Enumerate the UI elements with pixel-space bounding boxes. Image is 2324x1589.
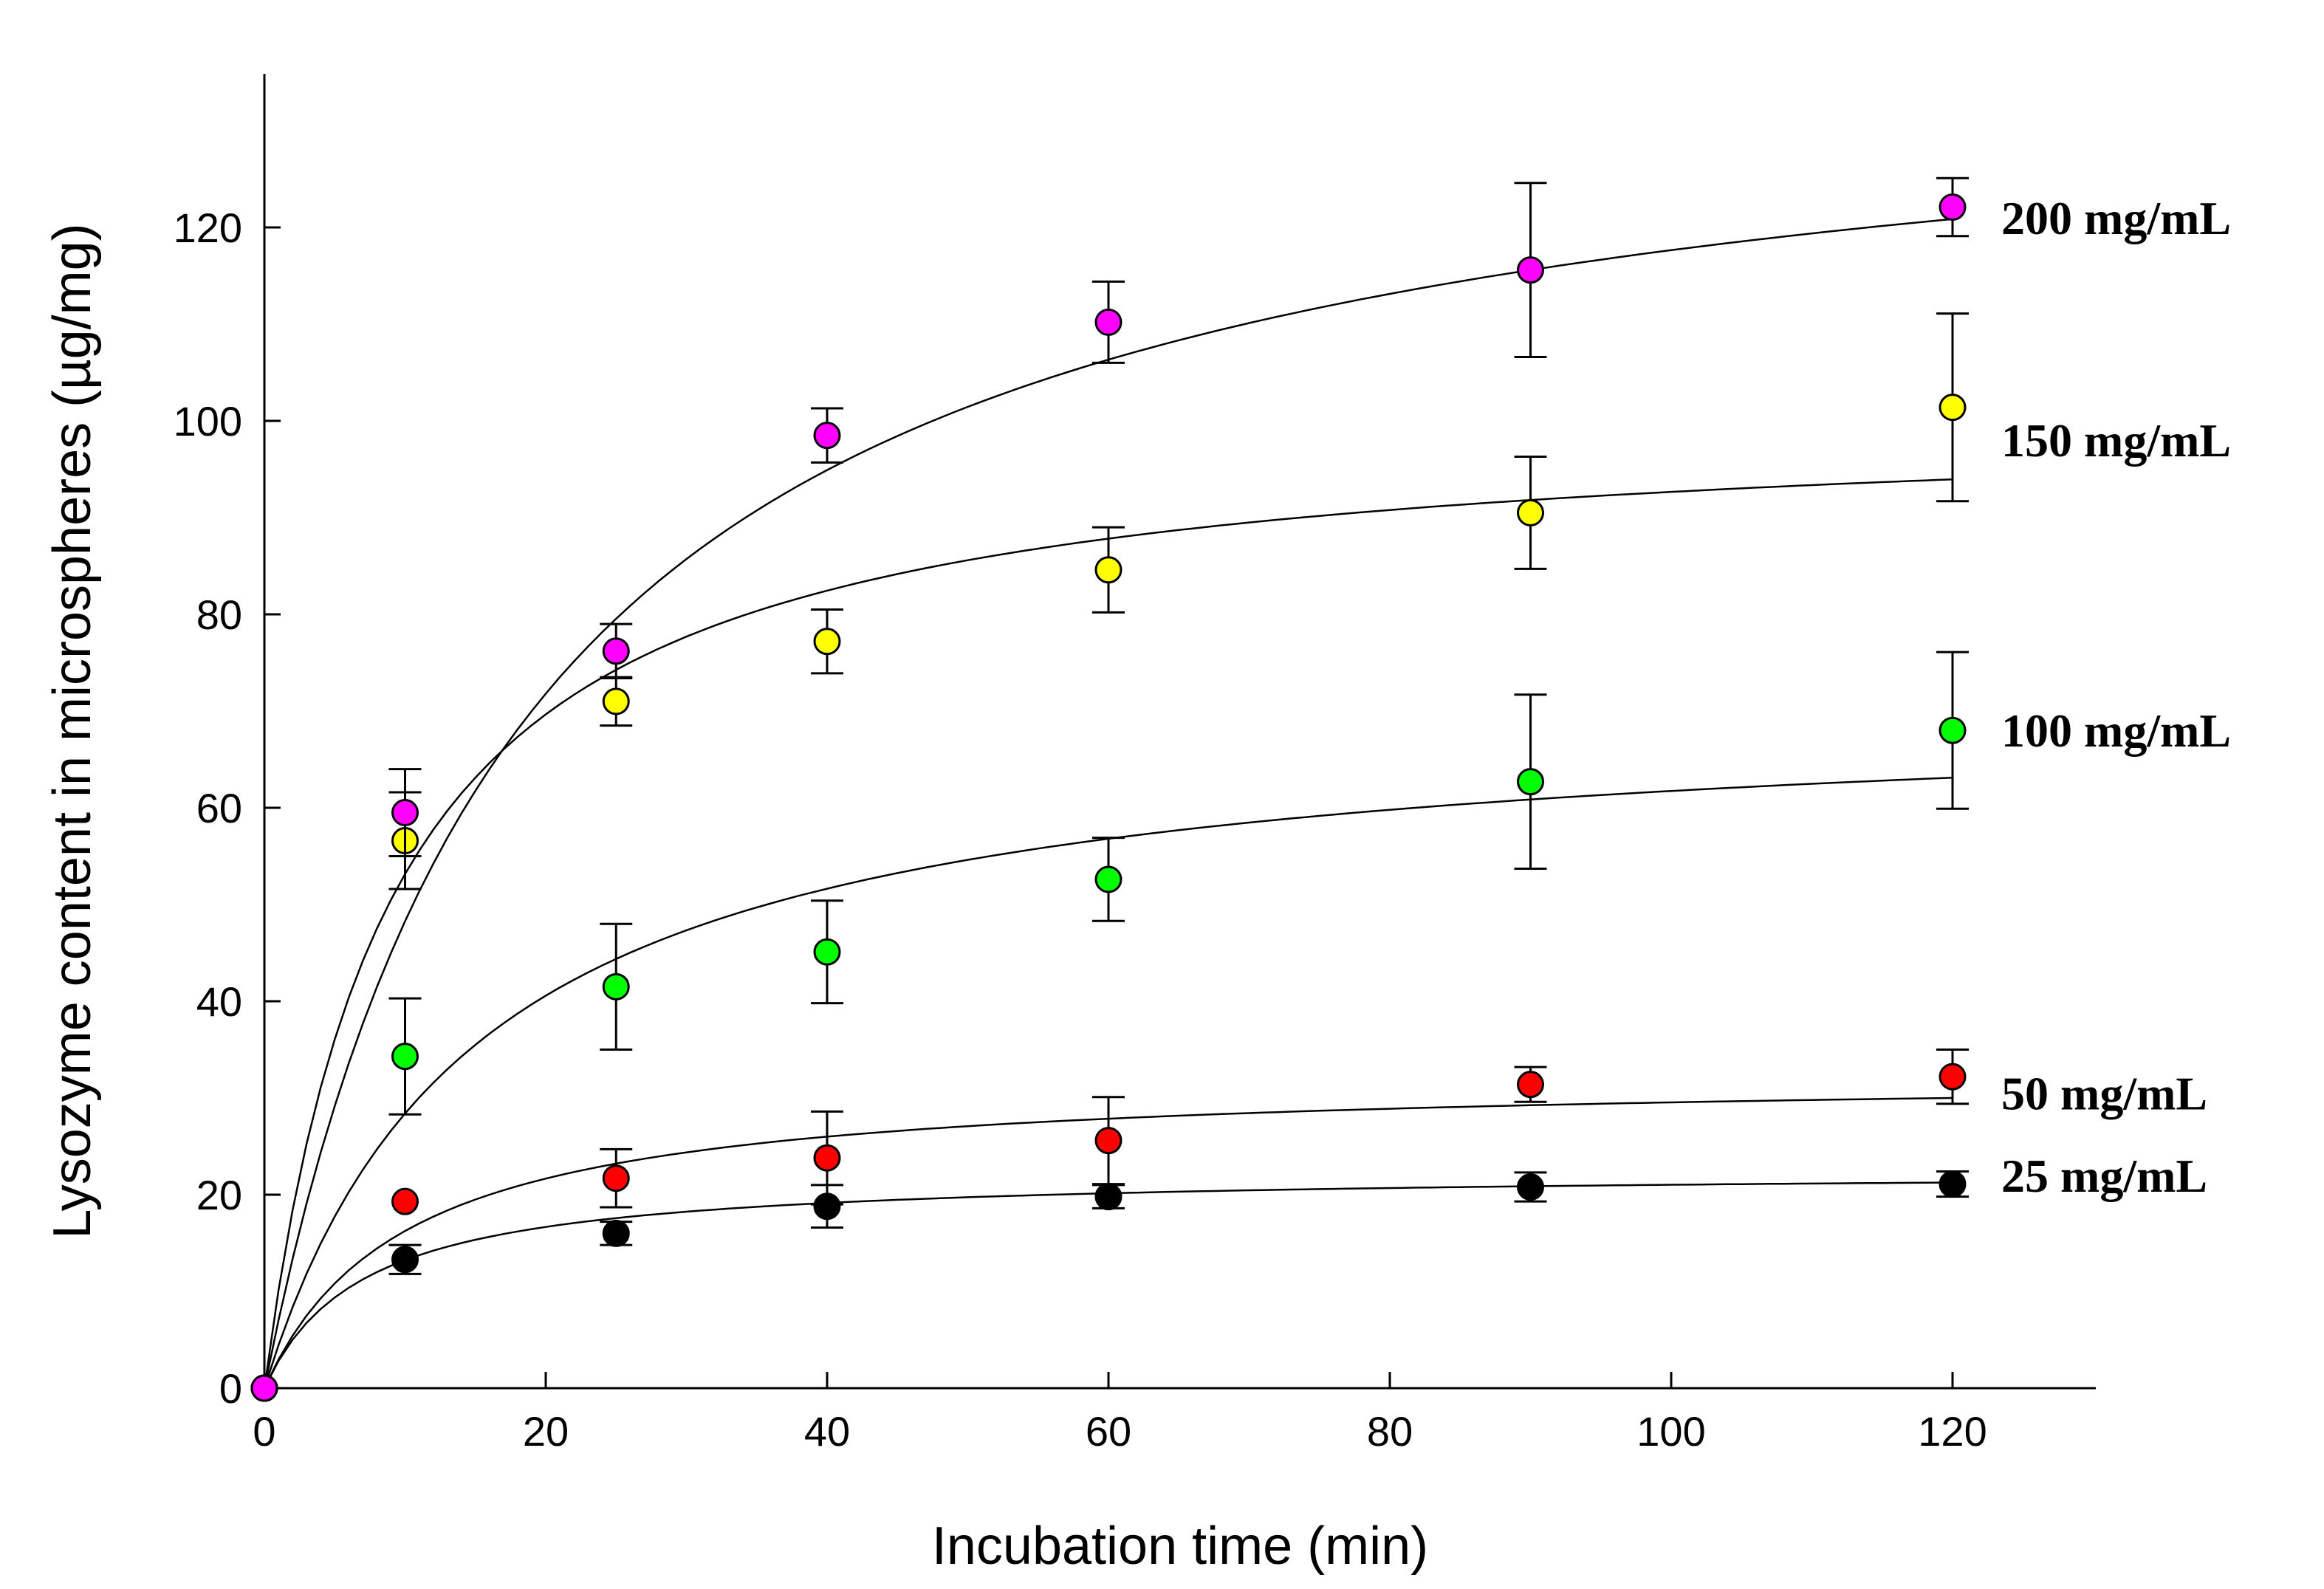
fit-curve-150-mg-ml [263,478,1953,1389]
x-tick-label: 0 [253,1408,275,1455]
data-point [602,972,630,1001]
series-label: 100 mg/mL [2001,704,2231,757]
data-point [602,1219,630,1247]
x-axis-title: Incubation time (min) [932,1517,1428,1576]
data-point [1094,1127,1122,1155]
data-point [813,628,841,656]
fit-curve-25-mg-ml [263,1181,1953,1389]
data-point [1939,193,1967,221]
data-point [1094,1183,1122,1211]
data-point [391,1187,419,1215]
data-point [813,1144,841,1172]
series-labels: 25 mg/mL 50 mg/mL 100 mg/mL 150 mg/mL 200 mg… [2001,192,2231,1202]
series-label: 50 mg/mL [2001,1067,2207,1119]
data-point [250,1374,278,1402]
series-label: 150 mg/mL [2001,414,2231,467]
data-point [391,799,419,827]
data-point [1094,865,1122,893]
data-point [602,637,630,665]
x-tick-label: 100 [1636,1408,1705,1455]
data-point [1094,556,1122,584]
x-tick-label: 60 [1086,1408,1131,1455]
y-tick-label: 40 [196,978,242,1025]
y-tick-label: 20 [196,1172,242,1218]
data-point [1517,768,1544,796]
axes [263,74,2096,1390]
data-points [250,176,1969,1402]
data-point [1517,256,1544,284]
y-tick-label: 60 [196,785,242,831]
fit-curves [263,218,1953,1389]
data-point [813,422,841,450]
series-label: 200 mg/mL [2001,192,2231,244]
y-tick-label: 0 [219,1365,242,1412]
x-tick-label: 120 [1918,1408,1987,1455]
x-tick-label: 40 [804,1408,850,1455]
data-point [1517,1173,1544,1201]
data-point [813,938,841,966]
y-tick-label: 100 [174,398,242,445]
data-point [602,687,630,715]
data-point [1939,716,1967,744]
y-axis-title: Lysozyme content in microspheres (µg/mg) [43,223,102,1238]
y-tick-label: 120 [174,205,242,251]
x-tick-label: 80 [1367,1408,1413,1455]
data-point [1939,1063,1967,1091]
data-point [391,1246,419,1274]
data-point [391,1043,419,1071]
fit-curve-200-mg-ml [263,218,1953,1389]
x-tick-label: 20 [523,1408,569,1455]
x-ticks: 0 20 40 60 80 100 120 [253,1372,1987,1455]
data-point [1939,1170,1967,1198]
data-point [1939,394,1967,422]
y-tick-label: 80 [196,591,242,638]
y-ticks: 0 20 40 60 80 100 120 [174,205,281,1412]
data-point [1094,308,1122,336]
data-point [1517,498,1544,526]
data-point [1517,1071,1544,1099]
series-label: 25 mg/mL [2001,1150,2207,1202]
data-point [602,1164,630,1192]
